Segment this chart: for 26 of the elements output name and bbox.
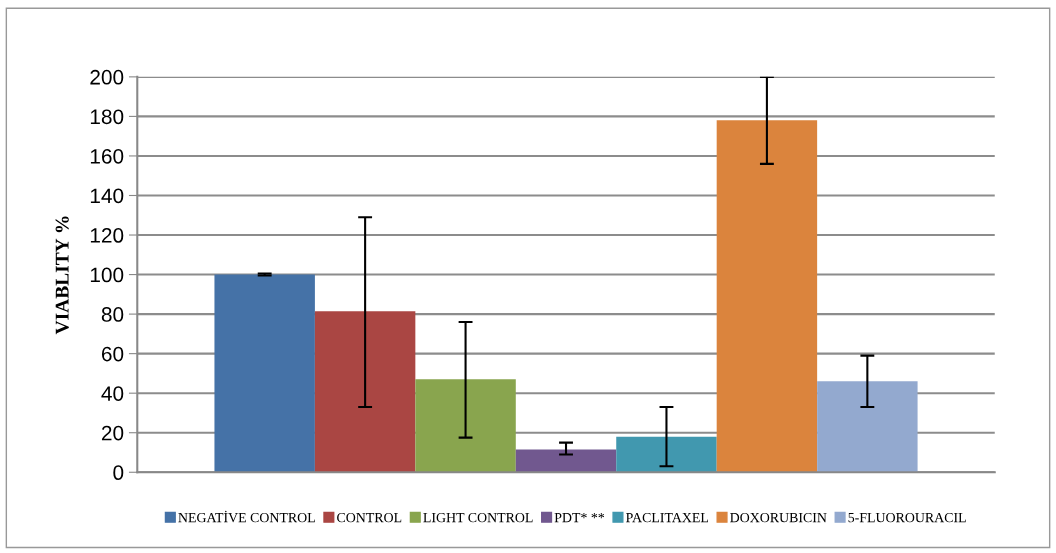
y-tick-label: 140 xyxy=(90,188,124,204)
y-tick-label: 40 xyxy=(101,386,124,401)
y-tick-label: 60 xyxy=(101,346,124,362)
y-tick-label: 200 xyxy=(90,69,124,85)
bar xyxy=(716,120,818,473)
bar xyxy=(214,274,315,473)
legend-label: PDT* ** xyxy=(554,513,605,523)
y-tick-label: 100 xyxy=(90,267,124,283)
y-tick-label: 120 xyxy=(90,228,124,243)
y-tick-label: 160 xyxy=(90,148,124,164)
legend-label: LIGHT CONTROL xyxy=(423,512,533,523)
y-tick-label: 0 xyxy=(113,465,124,481)
bar xyxy=(415,379,516,473)
bar xyxy=(515,449,617,473)
legend-label: PACLITAXEL xyxy=(626,512,709,523)
bar xyxy=(817,381,918,473)
y-axis-title: VIABLITY % xyxy=(55,216,69,335)
y-tick-label: 80 xyxy=(101,307,124,322)
y-tick-label: 180 xyxy=(90,109,124,125)
legend-label: CONTROL xyxy=(337,512,402,523)
bar xyxy=(314,311,416,473)
legend-label: DOXORUBICIN xyxy=(730,512,827,523)
legend-label: NEGATİVE CONTROL xyxy=(178,510,315,523)
legend-label: 5-FLUOROURACIL xyxy=(848,512,966,523)
y-tick-label: 20 xyxy=(101,425,124,441)
bar xyxy=(616,436,717,473)
